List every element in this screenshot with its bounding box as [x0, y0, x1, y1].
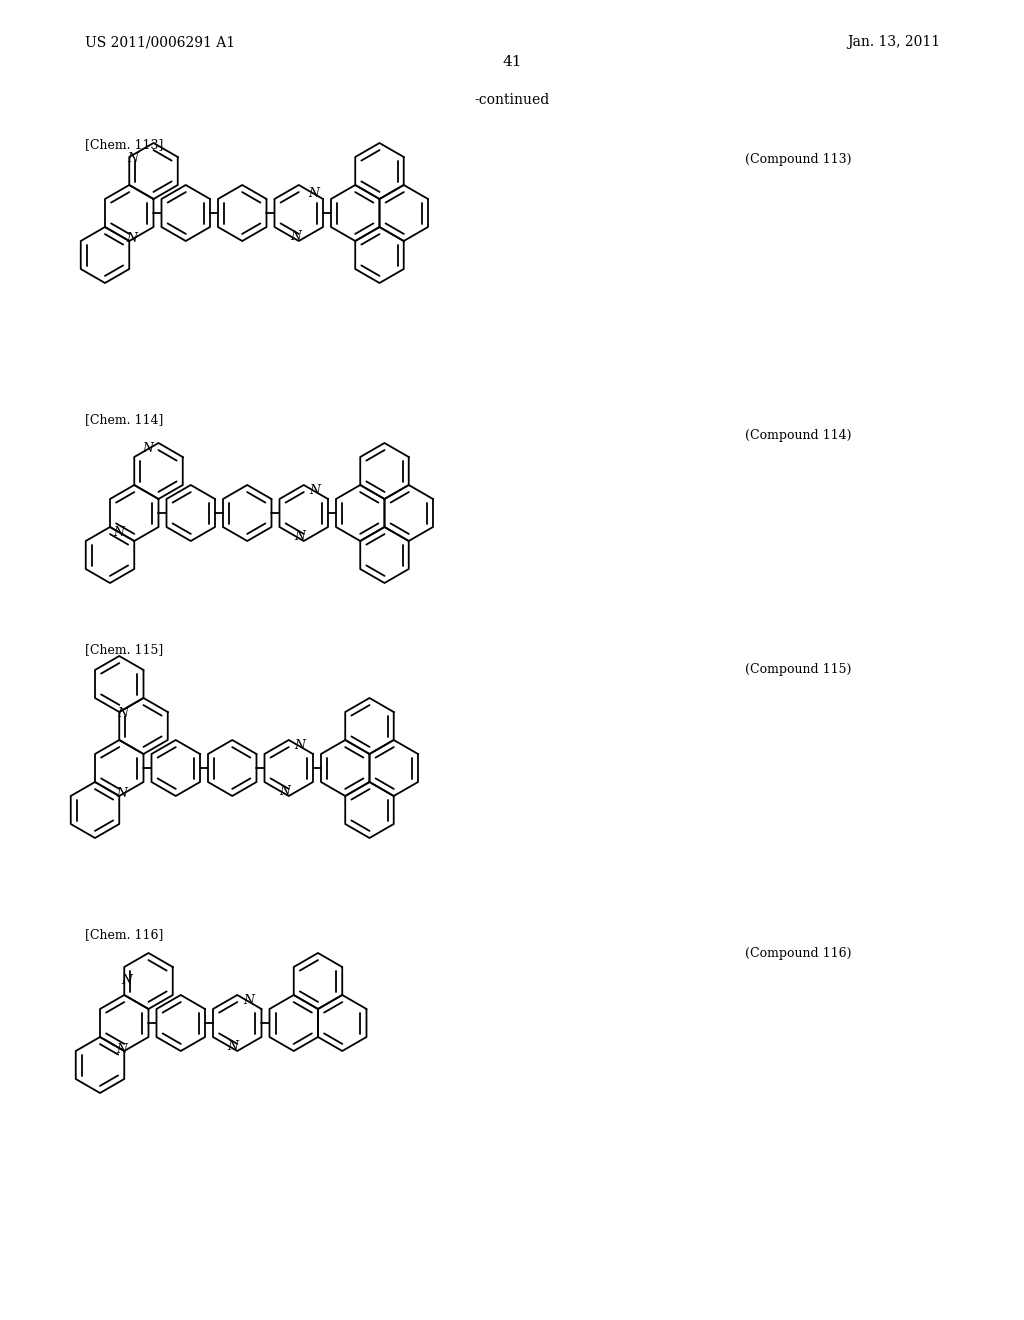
Text: N: N: [127, 232, 137, 244]
Text: N: N: [227, 1040, 239, 1053]
Text: N: N: [280, 785, 290, 799]
Text: N: N: [308, 187, 319, 199]
Text: (Compound 116): (Compound 116): [745, 946, 852, 960]
Text: (Compound 113): (Compound 113): [745, 153, 852, 166]
Text: N: N: [291, 230, 301, 243]
Text: N: N: [309, 484, 321, 498]
Text: [Chem. 114]: [Chem. 114]: [85, 413, 164, 426]
Text: (Compound 114): (Compound 114): [745, 429, 852, 441]
Text: N: N: [117, 708, 128, 719]
Text: [Chem. 116]: [Chem. 116]: [85, 928, 164, 941]
Text: [Chem. 115]: [Chem. 115]: [85, 644, 163, 656]
Text: N: N: [117, 787, 128, 800]
Text: N: N: [121, 974, 132, 987]
Text: N: N: [243, 994, 254, 1007]
Text: US 2011/0006291 A1: US 2011/0006291 A1: [85, 36, 236, 49]
Text: N: N: [127, 152, 138, 165]
Text: N: N: [114, 527, 124, 539]
Text: 41: 41: [502, 55, 522, 69]
Text: N: N: [116, 1043, 127, 1056]
Text: Jan. 13, 2011: Jan. 13, 2011: [847, 36, 940, 49]
Text: (Compound 115): (Compound 115): [745, 664, 851, 676]
Text: -continued: -continued: [474, 92, 550, 107]
Text: N: N: [141, 441, 153, 454]
Text: N: N: [294, 531, 305, 544]
Text: [Chem. 113]: [Chem. 113]: [85, 139, 164, 152]
Text: N: N: [295, 739, 305, 752]
